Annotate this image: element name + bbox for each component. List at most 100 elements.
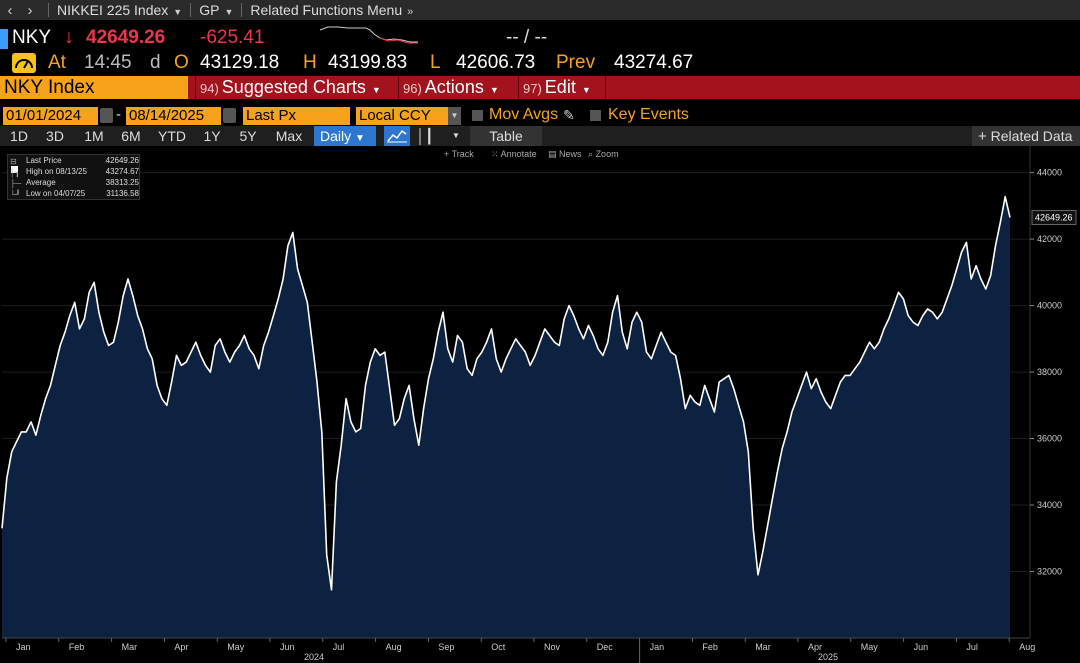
period-6m[interactable]: 6M xyxy=(121,128,141,144)
caret-down-icon: ▼ xyxy=(355,133,365,144)
period-3d[interactable]: 3D xyxy=(46,128,64,144)
track-tool[interactable]: + Track xyxy=(444,149,474,159)
field-select[interactable]: Last Px xyxy=(243,107,350,125)
related-functions-label: Related Functions Menu xyxy=(250,2,403,18)
x-tick-label: Dec xyxy=(597,642,614,652)
ticker: NKY xyxy=(12,27,52,48)
price-area xyxy=(2,196,1010,638)
high-value: 43199.83 xyxy=(328,52,408,73)
open-label: O xyxy=(174,52,189,73)
crosshair-icon: + xyxy=(444,149,450,159)
x-tick-label: May xyxy=(227,642,245,652)
end-date-input[interactable]: 08/14/2025 xyxy=(126,107,221,125)
ticker-marker xyxy=(0,29,8,49)
caret-down-icon: ▼ xyxy=(489,85,499,95)
news-tool[interactable]: ▤ News xyxy=(548,149,582,159)
x-tick-label: Jan xyxy=(16,642,31,652)
x-tick-label: Feb xyxy=(69,642,85,652)
security-input[interactable]: NKY Index xyxy=(0,76,188,99)
currency-dropdown-icon[interactable]: ▼ xyxy=(448,107,461,125)
period-1m[interactable]: 1M xyxy=(84,128,104,144)
legend-row-low: └┚ Low on 04/07/25 31136.58 xyxy=(10,189,139,199)
currency-select[interactable]: Local CCY xyxy=(356,107,448,125)
x-tick-label: Jan xyxy=(650,642,665,652)
suggested-charts-button[interactable]: 94) Suggested Charts ▼ xyxy=(195,76,395,99)
period-1y[interactable]: 1Y xyxy=(203,128,221,144)
mov-avgs-checkbox[interactable] xyxy=(472,110,483,121)
start-date-input[interactable]: 01/01/2024 xyxy=(3,107,98,125)
caret-down-icon: ▼ xyxy=(581,85,591,95)
high-label: H xyxy=(303,52,317,73)
ohlc-line: At 14:45 d O 43129.18 H 43199.83 L 42606… xyxy=(0,52,1080,75)
chart-type-dropdown-icon[interactable]: ▼ xyxy=(452,131,460,140)
x-tick-label: Jun xyxy=(280,642,295,652)
x-tick-label: Sep xyxy=(438,642,454,652)
legend-row-last-price: ⊟ Last Price 42649.26 xyxy=(8,156,141,173)
annotate-tool[interactable]: ⁙ Annotate xyxy=(491,149,537,159)
x-tick-label: Mar xyxy=(122,642,138,652)
edit-button[interactable]: 97) Edit ▼ xyxy=(518,76,606,99)
x-tick-label: Mar xyxy=(755,642,771,652)
speedometer-icon xyxy=(12,53,36,73)
top-nav-bar: ‹ › NIKKEI 225 Index ▼ GP ▼ Related Functi… xyxy=(0,0,1080,20)
x-tick-label: Apr xyxy=(808,642,822,652)
y-tick-label: 38000 xyxy=(1037,367,1062,377)
chart-legend[interactable]: ⊟ Last Price 42649.26 │┒ High on 08/13/25… xyxy=(7,154,140,200)
net-change: -625.41 xyxy=(200,27,265,48)
bid-ask: -- / -- xyxy=(506,27,548,48)
pencil-icon[interactable]: ✎ xyxy=(563,107,575,123)
x-axis: Jan Feb Mar Apr May Jun Jul Aug Sep Oct Nov Dec Jan F… xyxy=(2,637,1035,663)
prev-value: 43274.67 xyxy=(614,52,694,73)
actions-button[interactable]: 96) Actions ▼ xyxy=(398,76,514,99)
bar-chart-icon[interactable]: │┃ xyxy=(416,128,434,144)
period-max[interactable]: Max xyxy=(275,128,303,144)
calendar-icon[interactable] xyxy=(100,108,113,123)
at-label: At xyxy=(48,52,66,73)
y-tick-label: 40000 xyxy=(1037,301,1062,311)
x-tick-label: Jun xyxy=(914,642,929,652)
key-events-label: Key Events xyxy=(608,106,689,123)
action-toolbar xyxy=(0,76,1080,99)
dropdown-arrow-icon: ▼ xyxy=(173,7,183,17)
news-icon: ▤ xyxy=(548,149,557,159)
chevron-right-icon[interactable]: › xyxy=(27,1,33,19)
calendar-icon[interactable] xyxy=(223,108,236,123)
plot-area xyxy=(1,172,1030,638)
related-functions-menu[interactable]: Related Functions Menu » xyxy=(250,2,413,18)
x-tick-label: May xyxy=(861,642,879,652)
period-1d[interactable]: 1D xyxy=(10,128,28,144)
legend-average-icon: ├─ xyxy=(10,179,22,188)
related-data-button[interactable]: + Related Data xyxy=(972,126,1080,146)
plus-icon: + xyxy=(978,128,987,145)
zoom-tool[interactable]: ⌕ Zoom xyxy=(588,149,619,159)
x-tick-label: Apr xyxy=(174,642,188,652)
magnifier-icon: ⌕ xyxy=(588,149,594,159)
x-tick-label: Jul xyxy=(333,642,345,652)
price-chart[interactable]: 32000 34000 36000 38000 40000 42000 44000 42649… xyxy=(0,146,1080,663)
prev-label: Prev xyxy=(556,52,596,73)
y-axis: 32000 34000 36000 38000 40000 42000 44000 42649… xyxy=(1029,146,1077,638)
function-selector[interactable]: GP ▼ xyxy=(199,2,233,18)
period-ytd[interactable]: YTD xyxy=(158,128,186,144)
last-price-flag xyxy=(1031,210,1077,226)
frequency-select[interactable]: Daily ▼ xyxy=(314,126,376,146)
last-price: 42649.26 xyxy=(86,27,166,48)
down-arrow-icon: ↓ xyxy=(64,26,74,48)
quote-line: NKY ↓ 42649.26 -625.41 -- / -- xyxy=(0,26,1080,51)
period-5y[interactable]: 5Y xyxy=(239,128,257,144)
quote-time: 14:45 xyxy=(84,52,132,73)
y-tick-label: 42000 xyxy=(1037,234,1062,244)
x-tick-label: Aug xyxy=(386,642,402,652)
key-events-checkbox[interactable] xyxy=(590,110,601,121)
table-button[interactable]: Table xyxy=(470,126,542,146)
security-selector[interactable]: NIKKEI 225 Index ▼ xyxy=(57,2,182,18)
price-line xyxy=(1,195,1011,591)
annotate-icon: ⁙ xyxy=(491,149,499,159)
chevron-left-icon[interactable]: ‹ xyxy=(7,1,13,19)
legend-box-icon: ⊟ xyxy=(10,157,22,173)
intraday-sparkline xyxy=(319,26,418,44)
x-tick-label: Aug xyxy=(1019,642,1035,652)
low-label: L xyxy=(430,52,441,73)
year-label: 2025 xyxy=(818,652,838,662)
line-chart-icon[interactable] xyxy=(384,126,410,146)
